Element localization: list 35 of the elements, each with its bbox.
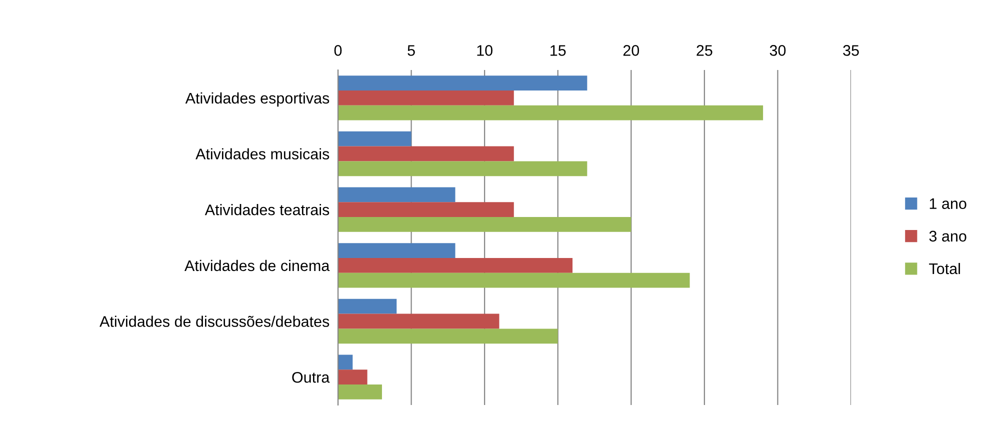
y-tick-label: Outra [292,372,330,383]
y-tick-label: Atividades teatrais [204,204,330,216]
bar [338,384,382,400]
bar [338,314,500,329]
x-tick-label: 15 [550,45,566,56]
y-tick-label: Atividades esportivas [185,92,330,107]
x-tick-label: 5 [408,45,415,56]
y-tick-label: Atividades musicais [196,148,330,160]
y-tick-label: Atividades de discussões/debates [100,316,330,327]
bar [338,328,558,344]
y-tick-label: Atividades de cinema [184,260,330,272]
legend-label: 1 ano [930,198,966,210]
x-tick-label: 10 [477,45,492,56]
bar [338,272,690,288]
bar [338,76,588,90]
bar [338,243,456,258]
bar [338,105,764,120]
x-tick-label: 30 [770,45,786,56]
x-tick-label: 20 [623,45,640,56]
legend-label: 3 ano [929,230,966,242]
bar [338,146,514,162]
bar [338,370,368,385]
bar [338,298,397,314]
bar [338,90,514,106]
bar [338,354,353,370]
bar [338,217,632,232]
x-tick-label: 35 [843,45,859,56]
x-tick-label: 0 [334,45,342,56]
bar [338,258,573,273]
bar [338,187,456,202]
bar [338,202,514,218]
bar [338,161,588,176]
x-tick-label: 25 [696,45,712,56]
bar [338,131,412,146]
legend-label: Total [929,262,960,274]
